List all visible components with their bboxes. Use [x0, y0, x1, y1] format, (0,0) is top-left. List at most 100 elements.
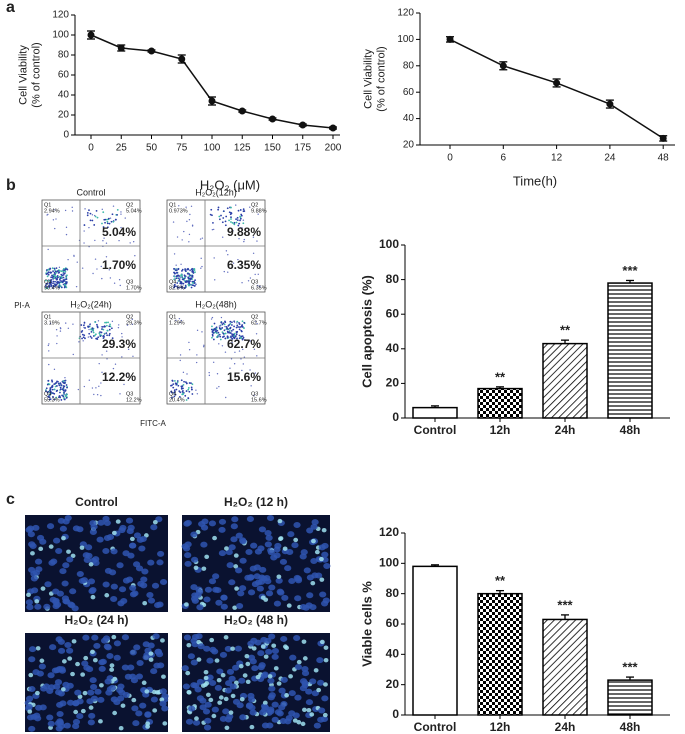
nucleus [239, 714, 247, 721]
cell-dot [90, 337, 93, 339]
quadrant-label: Q2 [126, 202, 133, 208]
cell-dot [188, 280, 191, 283]
cell-dot [234, 335, 237, 337]
cell-dot [59, 396, 62, 399]
cell-dot [252, 252, 255, 255]
cell-dot [231, 341, 233, 344]
cell-dot [62, 279, 65, 282]
cell-dot [190, 278, 192, 280]
cell-dot [222, 210, 225, 213]
nucleus [139, 702, 147, 709]
nucleus [82, 634, 90, 641]
nucleus [255, 674, 261, 680]
cell-dot [233, 363, 236, 365]
nucleus [29, 542, 37, 549]
nucleus [111, 530, 117, 536]
cell-dot [63, 286, 66, 289]
cell-dot [179, 321, 181, 324]
cell-dot [45, 390, 47, 393]
cell-dot [224, 325, 226, 328]
cell-dot [101, 354, 103, 356]
line [90, 34, 334, 129]
cell-dot [60, 399, 63, 401]
nucleus [89, 520, 97, 527]
nucleus [98, 665, 106, 672]
cell-dot [225, 215, 228, 218]
nucleus [262, 700, 268, 706]
cell-dot [58, 286, 61, 289]
nucleus [274, 709, 283, 716]
cell-dot [187, 277, 190, 280]
nucleus [211, 706, 219, 713]
nucleus [284, 693, 290, 698]
nucleus [122, 550, 130, 557]
cell-dot [45, 287, 48, 290]
nucleus [129, 536, 135, 542]
cell-dot [83, 242, 85, 244]
nucleus [215, 599, 223, 606]
cell-dot [105, 242, 108, 244]
cell-dot [211, 334, 214, 337]
y-tick-label: 20 [386, 677, 400, 691]
cell-dot [104, 321, 106, 324]
cell-dot [249, 369, 251, 371]
cell-dot [81, 267, 84, 269]
cell-dot [212, 338, 215, 341]
cell-dot [62, 276, 65, 279]
cell-dot [45, 279, 47, 282]
x-axis-label: Time(h) [513, 173, 557, 188]
cell-dot [63, 391, 66, 393]
cell-dot [179, 354, 182, 356]
nucleus [249, 724, 255, 730]
cell-dot [86, 212, 89, 214]
cell-dot [187, 387, 190, 389]
nucleus [93, 642, 101, 649]
cell-dot [233, 335, 236, 337]
x-tick-label: 200 [325, 143, 342, 154]
nucleus [56, 701, 64, 708]
cell-dot [103, 335, 105, 338]
cell-dot [227, 271, 229, 273]
point [117, 44, 125, 52]
nucleus [104, 593, 110, 598]
cell-dot [66, 268, 69, 271]
cell-dot [187, 388, 190, 391]
nucleus [284, 645, 289, 651]
nucleus [182, 683, 191, 690]
cell-dot [230, 206, 232, 209]
cell-dot [177, 277, 180, 280]
nucleus [219, 651, 228, 658]
cell-dot [181, 287, 184, 289]
cell-dot [56, 335, 58, 337]
significance: ** [495, 573, 506, 588]
cell-dot [221, 323, 224, 326]
nucleus [118, 726, 124, 731]
cell-dot [100, 326, 103, 328]
y-tick-label: 80 [386, 586, 400, 600]
nucleus [271, 716, 279, 723]
cell-dot [188, 390, 191, 393]
cell-dot [184, 394, 187, 397]
cell-dot [49, 267, 52, 270]
cell-dot [241, 369, 243, 372]
cell-dot [45, 285, 47, 288]
y-tick-label: 60 [58, 70, 70, 81]
cell-dot [238, 322, 240, 324]
cell-dot [225, 396, 227, 399]
nucleus [72, 699, 80, 706]
cell-dot [171, 379, 174, 382]
nucleus [235, 567, 243, 574]
nucleus [54, 679, 63, 686]
nucleus [118, 586, 127, 593]
quadrant-label: Q3 [251, 279, 258, 285]
cell-dot [59, 327, 62, 329]
nucleus [151, 582, 160, 589]
cell-dot [201, 237, 204, 239]
cell-dot [242, 219, 245, 221]
cell-dot [75, 285, 78, 288]
cell-dot [106, 226, 109, 229]
nucleus [87, 578, 96, 585]
chart: 0 20 40 60 80 100 120 Viable cells % Control 12h 2… [359, 525, 670, 734]
nucleus [43, 603, 51, 610]
nucleus [34, 599, 40, 604]
